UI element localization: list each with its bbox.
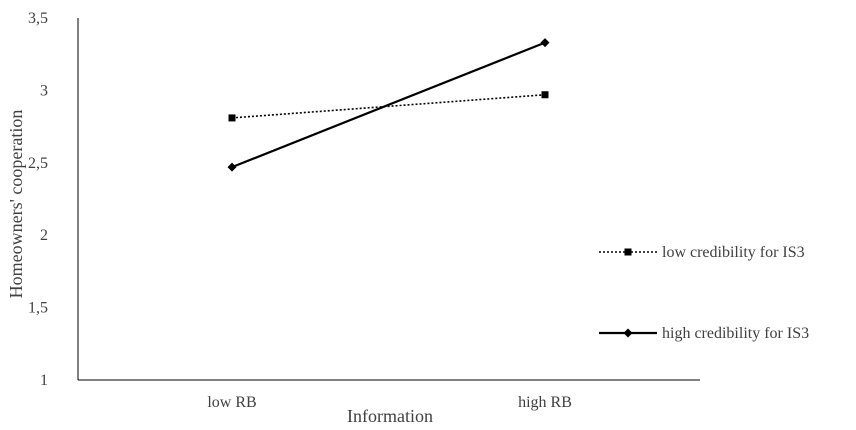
series-2 bbox=[227, 38, 550, 172]
series-line bbox=[231, 41, 546, 169]
legend-label: high credibility for IS3 bbox=[662, 325, 809, 342]
series-1 bbox=[228, 91, 549, 122]
series-line bbox=[231, 93, 546, 119]
y-tick-label: 2 bbox=[40, 227, 48, 244]
data-point bbox=[228, 114, 236, 122]
legend-item: high credibility for IS3 bbox=[599, 325, 809, 342]
legend-label: low credibility for IS3 bbox=[662, 244, 805, 261]
x-tick-label: high RB bbox=[518, 394, 572, 411]
x-tick-label: low RB bbox=[207, 394, 256, 411]
y-tick-label: 1 bbox=[40, 372, 48, 389]
y-tick-label: 3 bbox=[40, 82, 48, 99]
y-axis-title: Homeowners' cooperation bbox=[6, 110, 26, 299]
data-point bbox=[227, 162, 237, 172]
legend-item: low credibility for IS3 bbox=[599, 244, 805, 261]
data-point bbox=[541, 91, 549, 99]
legend-marker bbox=[624, 248, 632, 256]
data-point bbox=[540, 38, 550, 48]
y-tick-label: 1,5 bbox=[28, 300, 48, 317]
y-tick-label: 3,5 bbox=[28, 10, 48, 27]
x-axis-title: Information bbox=[347, 406, 433, 426]
y-tick-label: 2,5 bbox=[28, 155, 48, 172]
legend-marker bbox=[623, 328, 633, 338]
